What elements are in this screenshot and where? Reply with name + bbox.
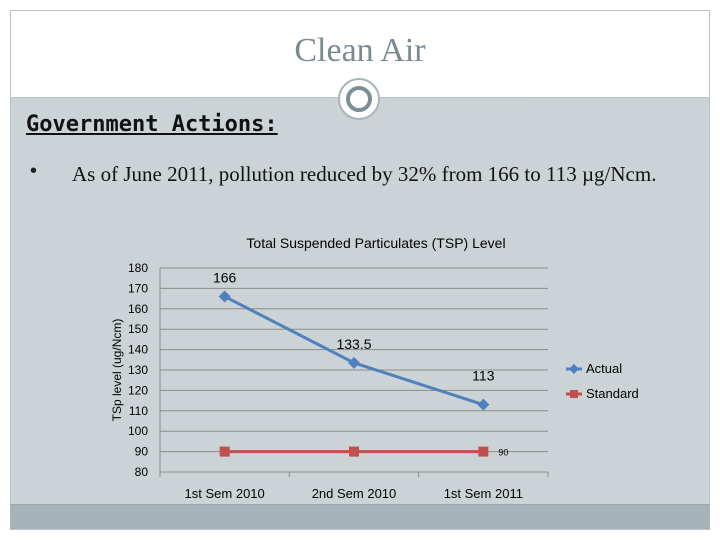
x-tick-label: 1st Sem 2010 [185,486,265,501]
data-label: 113 [472,368,495,384]
data-point-actual [348,356,360,369]
ring-ornament-icon [338,78,380,120]
legend-marker-standard [570,390,578,398]
bullet-marker: • [30,160,38,182]
y-tick-label: 80 [135,465,149,479]
y-tick-label: 120 [128,383,148,397]
y-tick-label: 90 [135,445,149,459]
legend-marker-actual [569,364,579,374]
data-point-standard [349,446,359,457]
y-tick-label: 110 [129,404,148,418]
data-label: 166 [213,270,237,286]
chart-title: Total Suspended Particulates (TSP) Level [246,235,505,251]
data-point-standard [219,446,230,457]
section-heading: Government Actions: [26,112,278,137]
y-tick-label: 130 [128,363,148,377]
data-point-standard [478,446,489,457]
y-axis-label: TSp level (ug/Ncm) [110,319,124,422]
y-tick-label: 150 [128,322,148,336]
y-tick-label: 160 [128,302,148,316]
legend-label-actual: Actual [586,361,622,376]
bullet-text: As of June 2011, pollution reduced by 32… [72,162,657,186]
y-tick-label: 100 [128,424,148,438]
x-tick-label: 2nd Sem 2010 [312,486,397,501]
y-tick-label: 170 [128,281,148,295]
y-tick-label: 140 [128,343,148,357]
y-tick-label: 180 [128,261,148,275]
slide-footer-bar [10,504,710,529]
legend-label-standard: Standard [586,386,639,401]
data-label: 133.5 [336,336,371,352]
x-tick-label: 1st Sem 2011 [444,486,523,501]
slide-title: Clean Air [294,32,426,69]
data-label: 90 [498,448,508,458]
title-rule-right [386,98,528,100]
data-point-actual [477,398,490,411]
data-point-actual [218,290,231,303]
title-rule-left [192,98,332,100]
